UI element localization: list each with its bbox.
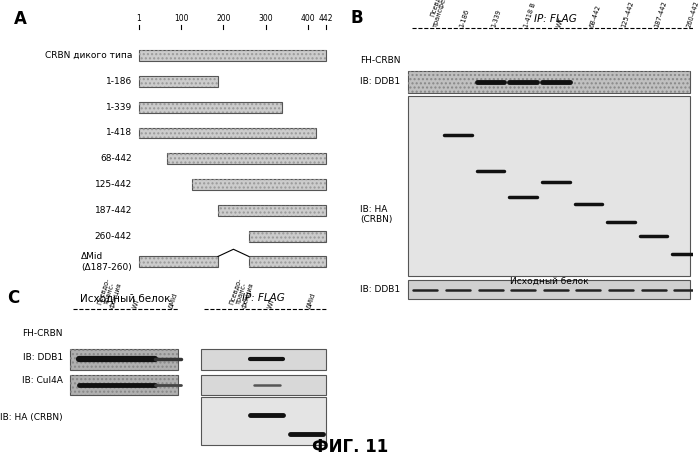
Bar xyxy=(139,50,326,61)
Bar xyxy=(408,71,690,93)
Text: 260-442: 260-442 xyxy=(686,0,700,28)
Text: Исходный белок: Исходный белок xyxy=(80,294,171,304)
Text: ΔMid
(Δ187-260): ΔMid (Δ187-260) xyxy=(81,252,132,272)
Text: 187-442: 187-442 xyxy=(654,0,668,28)
Text: 1-418: 1-418 xyxy=(106,128,132,137)
Text: ΔMid: ΔMid xyxy=(168,292,179,309)
Text: CRBN дикого типа: CRBN дикого типа xyxy=(45,51,132,60)
Bar xyxy=(249,256,326,267)
Bar xyxy=(249,256,326,267)
Text: 68-442: 68-442 xyxy=(100,154,132,163)
Text: IP: FLAG: IP: FLAG xyxy=(242,294,285,304)
Bar xyxy=(201,375,326,395)
Text: ΔMid: ΔMid xyxy=(307,292,317,309)
Bar xyxy=(408,96,690,276)
Text: Псевдо-
трансфекция: Псевдо- трансфекция xyxy=(426,0,452,28)
Text: 200: 200 xyxy=(216,14,231,23)
Bar xyxy=(201,349,326,370)
Bar xyxy=(139,127,316,138)
Text: 1-418 B: 1-418 B xyxy=(523,2,537,28)
Text: IB: HA
(CRBN): IB: HA (CRBN) xyxy=(360,205,393,224)
Bar xyxy=(139,102,282,113)
Text: IB: Cul4A: IB: Cul4A xyxy=(22,376,63,385)
Text: 100: 100 xyxy=(174,14,188,23)
Text: 125-442: 125-442 xyxy=(94,180,132,189)
Text: 125-442: 125-442 xyxy=(621,0,636,28)
Bar xyxy=(139,256,218,267)
Bar xyxy=(69,349,178,370)
Text: C: C xyxy=(7,289,20,306)
Text: IB: DDB1: IB: DDB1 xyxy=(360,285,400,294)
Text: WT: WT xyxy=(267,297,276,309)
Text: 1-186: 1-186 xyxy=(458,8,470,28)
Text: Исходный белок: Исходный белок xyxy=(510,278,588,286)
Text: 1-339: 1-339 xyxy=(106,103,132,112)
Text: IP: FLAG: IP: FLAG xyxy=(534,14,578,23)
Text: 400: 400 xyxy=(301,14,316,23)
Bar xyxy=(69,375,178,395)
Text: 442: 442 xyxy=(319,14,333,23)
Bar xyxy=(408,71,690,93)
Bar xyxy=(201,398,326,445)
Text: IB: HA (CRBN): IB: HA (CRBN) xyxy=(0,413,63,422)
Bar xyxy=(139,102,282,113)
Text: ФИГ. 11: ФИГ. 11 xyxy=(312,438,388,456)
Bar xyxy=(167,153,326,164)
Bar xyxy=(218,205,326,216)
Text: 1-339: 1-339 xyxy=(491,8,502,28)
Text: B: B xyxy=(350,9,363,27)
Bar xyxy=(139,127,316,138)
Text: A: A xyxy=(13,11,27,28)
Bar xyxy=(192,179,326,190)
Bar xyxy=(408,280,690,300)
Bar xyxy=(69,349,178,370)
Text: FH-CRBN: FH-CRBN xyxy=(22,328,63,338)
Text: Псевдо-
транс-
фекция: Псевдо- транс- фекция xyxy=(96,277,123,309)
Text: 1-186: 1-186 xyxy=(106,77,132,86)
Text: 187-442: 187-442 xyxy=(94,206,132,215)
Bar xyxy=(167,153,326,164)
Text: Псевдо-
транс-
фекция: Псевдо- транс- фекция xyxy=(228,277,255,309)
Text: 300: 300 xyxy=(258,14,273,23)
Text: WT: WT xyxy=(132,297,141,309)
Text: 1: 1 xyxy=(136,14,141,23)
Text: IB: DDB1: IB: DDB1 xyxy=(360,77,400,86)
Text: IB: DDB1: IB: DDB1 xyxy=(23,353,63,362)
Text: 68-442: 68-442 xyxy=(589,4,601,28)
Bar xyxy=(69,375,178,395)
Bar xyxy=(249,231,326,241)
Bar xyxy=(249,231,326,241)
Bar xyxy=(139,76,218,87)
Bar xyxy=(139,256,218,267)
Text: 260-442: 260-442 xyxy=(94,232,132,240)
Bar xyxy=(218,205,326,216)
Bar xyxy=(139,76,218,87)
Text: FH-CRBN: FH-CRBN xyxy=(360,56,401,65)
Bar xyxy=(192,179,326,190)
Text: WT: WT xyxy=(556,16,565,28)
Bar xyxy=(139,50,326,61)
